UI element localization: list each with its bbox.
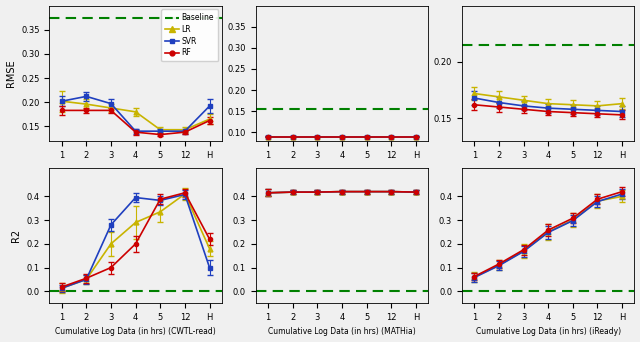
Y-axis label: R2: R2 — [11, 229, 21, 242]
Legend: Baseline, LR, SVR, RF: Baseline, LR, SVR, RF — [161, 9, 218, 61]
Y-axis label: RMSE: RMSE — [6, 60, 15, 87]
X-axis label: Cumulative Log Data (in hrs) (MATHia): Cumulative Log Data (in hrs) (MATHia) — [268, 327, 416, 337]
X-axis label: Cumulative Log Data (in hrs) (iReady): Cumulative Log Data (in hrs) (iReady) — [476, 327, 621, 337]
X-axis label: Cumulative Log Data (in hrs) (CWTL-read): Cumulative Log Data (in hrs) (CWTL-read) — [55, 327, 216, 337]
